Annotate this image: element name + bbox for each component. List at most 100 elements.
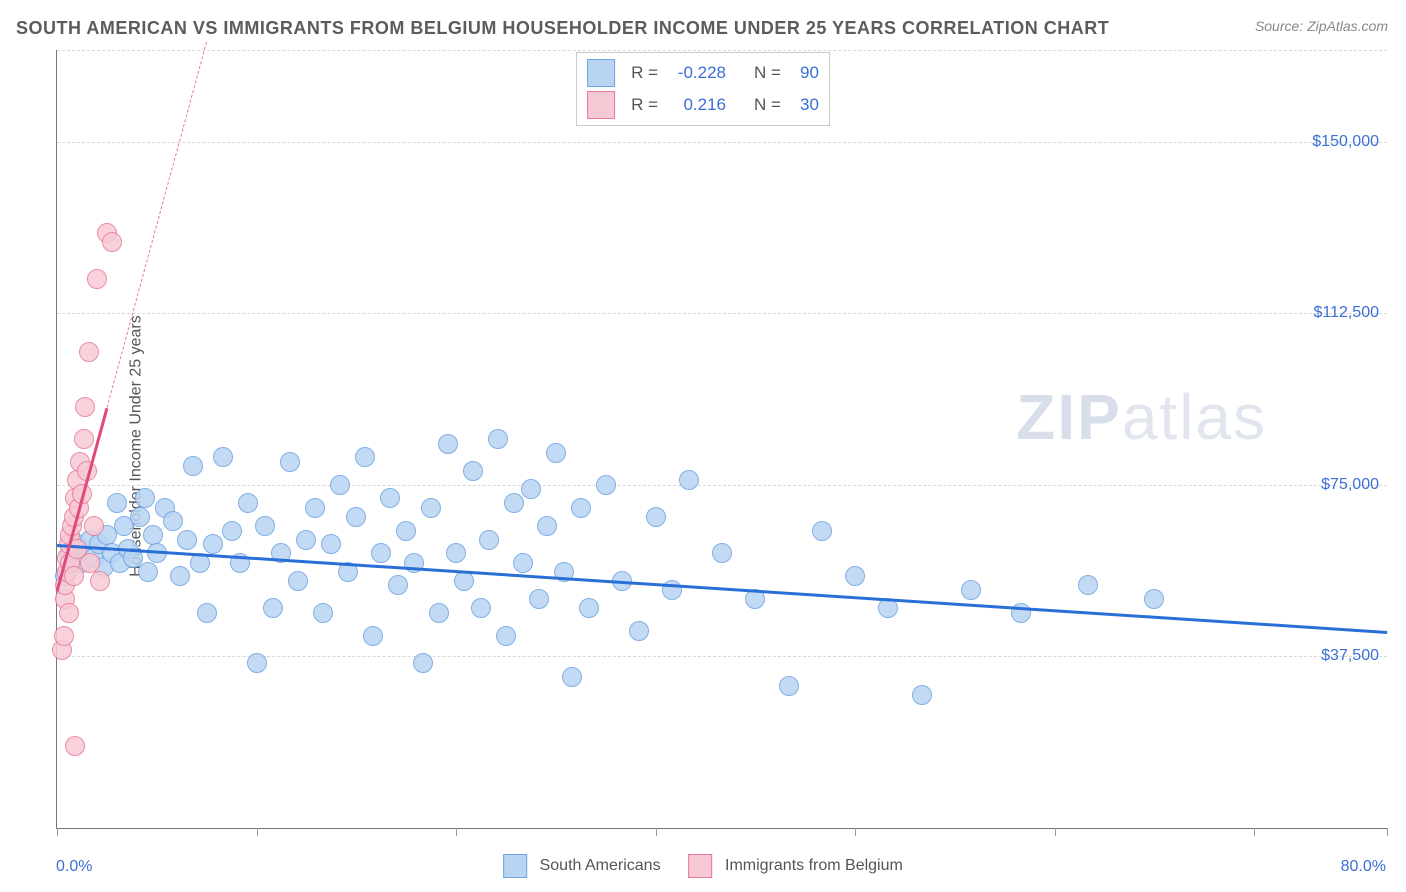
stats-row-blue: R = -0.228 N = 90 (587, 57, 819, 89)
data-point (197, 603, 217, 623)
data-point (388, 575, 408, 595)
data-point (138, 562, 158, 582)
watermark-atlas: atlas (1122, 381, 1267, 453)
data-point (255, 516, 275, 536)
data-point (177, 530, 197, 550)
r-value-blue: -0.228 (666, 63, 726, 83)
data-point (80, 553, 100, 573)
r-label: R = (631, 95, 658, 115)
data-point (65, 736, 85, 756)
data-point (330, 475, 350, 495)
data-point (87, 269, 107, 289)
stats-row-pink: R = 0.216 N = 30 (587, 89, 819, 121)
data-point (496, 626, 516, 646)
data-point (313, 603, 333, 623)
data-point (288, 571, 308, 591)
r-value-pink: 0.216 (666, 95, 726, 115)
r-label: R = (631, 63, 658, 83)
n-label: N = (754, 63, 781, 83)
data-point (163, 511, 183, 531)
data-point (812, 521, 832, 541)
data-point (479, 530, 499, 550)
data-point (280, 452, 300, 472)
data-point (222, 521, 242, 541)
data-point (562, 667, 582, 687)
y-tick-label: $112,500 (1313, 304, 1379, 322)
data-point (238, 493, 258, 513)
data-point (471, 598, 491, 618)
data-point (170, 566, 190, 586)
y-tick-label: $150,000 (1312, 133, 1379, 151)
gridline-h (57, 50, 1387, 51)
x-tick (1055, 828, 1056, 836)
x-min-label: 0.0% (56, 858, 92, 876)
data-point (59, 603, 79, 623)
data-point (1078, 575, 1098, 595)
data-point (413, 653, 433, 673)
data-point (845, 566, 865, 586)
data-point (446, 543, 466, 563)
data-point (438, 434, 458, 454)
n-label: N = (754, 95, 781, 115)
chart-title: SOUTH AMERICAN VS IMMIGRANTS FROM BELGIU… (16, 18, 1109, 39)
data-point (571, 498, 591, 518)
data-point (429, 603, 449, 623)
watermark: ZIPatlas (1016, 380, 1267, 454)
data-point (263, 598, 283, 618)
data-point (90, 571, 110, 591)
swatch-blue-icon (503, 854, 527, 878)
data-point (396, 521, 416, 541)
data-point (143, 525, 163, 545)
swatch-pink-icon (587, 91, 615, 119)
data-point (363, 626, 383, 646)
chart-container: SOUTH AMERICAN VS IMMIGRANTS FROM BELGIU… (0, 0, 1406, 892)
data-point (64, 566, 84, 586)
x-tick (1387, 828, 1388, 836)
x-tick (257, 828, 258, 836)
plot-area: ZIPatlas $37,500 $75,000 $112,500 $150,000 (56, 50, 1387, 829)
data-point (355, 447, 375, 467)
y-tick-label: $75,000 (1321, 476, 1379, 494)
data-point (296, 530, 316, 550)
data-point (912, 685, 932, 705)
x-tick (57, 828, 58, 836)
data-point (380, 488, 400, 508)
watermark-zip: ZIP (1016, 381, 1122, 453)
source-attribution: Source: ZipAtlas.com (1255, 18, 1388, 34)
data-point (79, 342, 99, 362)
data-point (130, 507, 150, 527)
data-point (135, 488, 155, 508)
data-point (305, 498, 325, 518)
x-tick (1254, 828, 1255, 836)
data-point (1144, 589, 1164, 609)
data-point (521, 479, 541, 499)
gridline-h (57, 142, 1387, 143)
data-point (54, 626, 74, 646)
data-point (712, 543, 732, 563)
data-point (779, 676, 799, 696)
data-point (961, 580, 981, 600)
y-tick-label: $37,500 (1321, 647, 1379, 665)
data-point (346, 507, 366, 527)
legend-label-blue: South Americans (540, 857, 661, 874)
trend-line (106, 41, 207, 407)
x-tick (656, 828, 657, 836)
legend-item-pink: Immigrants from Belgium (689, 854, 903, 878)
data-point (504, 493, 524, 513)
n-value-pink: 30 (789, 95, 819, 115)
data-point (75, 397, 95, 417)
data-point (629, 621, 649, 641)
data-point (102, 232, 122, 252)
x-max-label: 80.0% (1341, 858, 1386, 876)
x-tick (456, 828, 457, 836)
swatch-pink-icon (689, 854, 713, 878)
data-point (579, 598, 599, 618)
stats-legend-box: R = -0.228 N = 90 R = 0.216 N = 30 (576, 52, 830, 126)
data-point (596, 475, 616, 495)
data-point (513, 553, 533, 573)
data-point (537, 516, 557, 536)
data-point (74, 429, 94, 449)
legend-label-pink: Immigrants from Belgium (725, 857, 903, 874)
data-point (203, 534, 223, 554)
data-point (463, 461, 483, 481)
